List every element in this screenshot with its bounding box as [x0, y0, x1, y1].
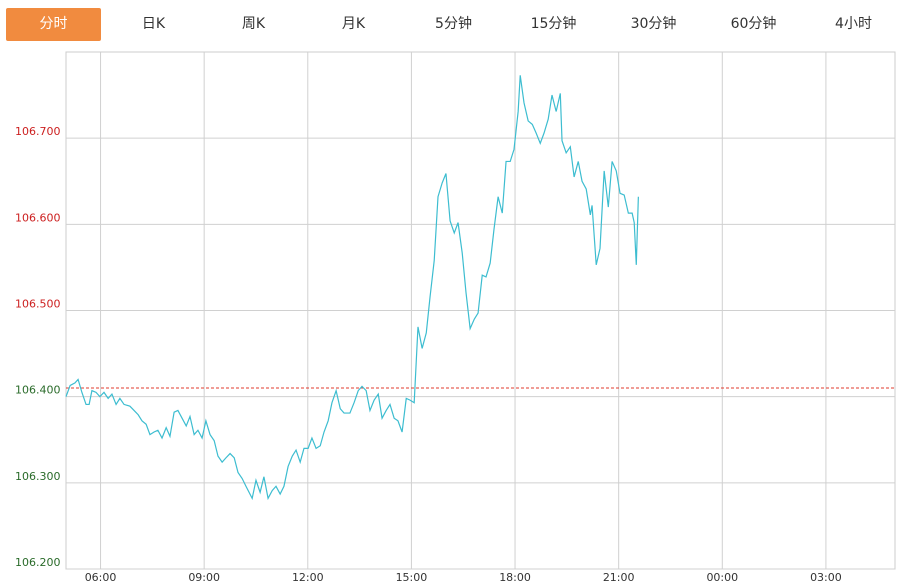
x-tick-label: 09:00 — [188, 571, 220, 584]
tab[interactable]: 5分钟 — [435, 16, 472, 32]
x-tick-label: 18:00 — [499, 571, 531, 584]
price-line — [65, 75, 639, 501]
tab[interactable]: 60分钟 — [730, 16, 777, 32]
y-tick-label: 106.600 — [15, 211, 61, 224]
tab[interactable]: 日K — [141, 16, 166, 32]
tab[interactable]: 月K — [341, 16, 366, 32]
y-tick-label: 106.200 — [15, 556, 61, 569]
x-tick-label: 06:00 — [85, 571, 117, 584]
y-tick-label: 106.300 — [15, 470, 61, 483]
tab[interactable]: 30分钟 — [630, 16, 677, 32]
tab[interactable]: 周K — [241, 16, 266, 32]
x-tick-label: 03:00 — [810, 571, 842, 584]
tab-bar: 分时 日K 周K 月K 5分钟 15分钟 30分钟 60分钟 4小时 — [0, 8, 907, 42]
y-tick-label: 106.700 — [15, 125, 61, 138]
x-tick-label: 21:00 — [603, 571, 635, 584]
y-tick-label: 106.500 — [15, 298, 61, 311]
tab[interactable]: 分时 — [6, 8, 101, 41]
y-tick-label: 106.400 — [15, 384, 61, 397]
x-tick-label: 12:00 — [292, 571, 324, 584]
tab[interactable]: 4小时 — [835, 16, 872, 32]
x-tick-label: 00:00 — [706, 571, 738, 584]
tab[interactable]: 15分钟 — [530, 16, 577, 32]
x-tick-label: 15:00 — [396, 571, 428, 584]
